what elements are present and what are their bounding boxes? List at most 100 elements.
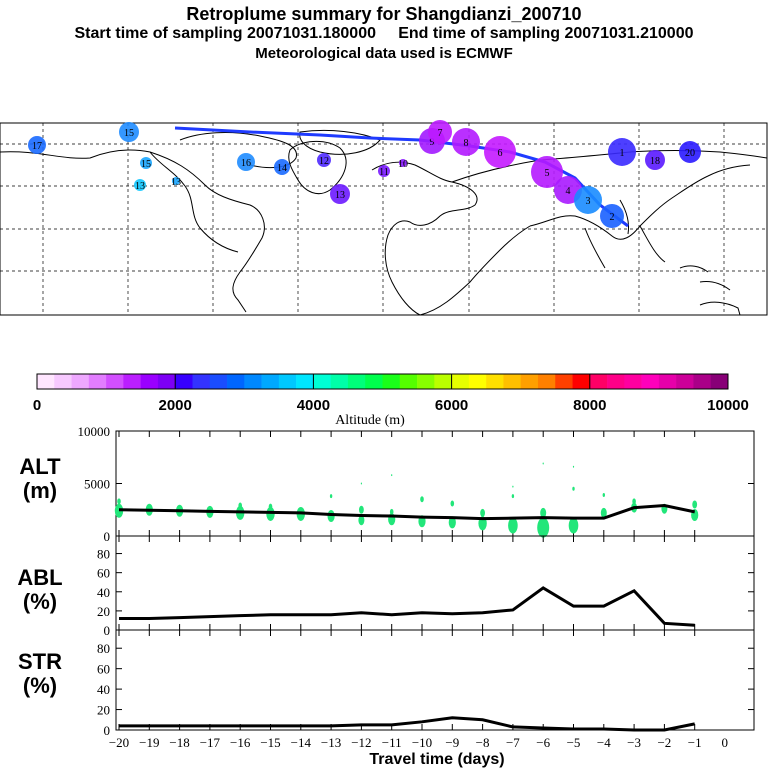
map-gridlines xyxy=(0,123,767,315)
colorbar-tick-label: 2000 xyxy=(159,397,192,414)
map-marker-label: 11 xyxy=(379,167,389,178)
x-tick-label: −11 xyxy=(382,735,402,750)
colorbar-swatch xyxy=(296,374,314,389)
x-tick-label: −8 xyxy=(476,735,490,750)
y-tick-label: 0 xyxy=(104,529,111,544)
met-data-label: Meteorological data used is ECMWF xyxy=(255,45,513,62)
colorbar-swatch xyxy=(537,374,556,389)
map-marker-label: 20 xyxy=(685,148,695,159)
map-marker: 16 xyxy=(237,153,255,171)
altitude-point xyxy=(572,465,575,468)
colorbar-swatch xyxy=(123,374,141,389)
series-line xyxy=(119,586,695,627)
map-marker-dot xyxy=(317,153,331,167)
altitude-point xyxy=(537,517,550,538)
map-marker: 13 xyxy=(330,184,350,204)
altitude-point xyxy=(450,500,455,507)
map-marker: 17 xyxy=(28,136,46,154)
colorbar-swatch xyxy=(710,374,729,389)
map-marker: 13 xyxy=(134,179,146,192)
alt-panel-label: ALT (m) xyxy=(0,455,80,503)
x-tick-label: −13 xyxy=(321,735,341,750)
altitude-colorbar: 0 2000 4000 6000 8000 10000 Altitude (m) xyxy=(33,373,749,428)
panel-frame xyxy=(115,629,755,731)
x-tick-label: −15 xyxy=(260,735,280,750)
map-marker-dot xyxy=(399,159,407,167)
colorbar-swatch xyxy=(106,374,124,389)
colorbar-swatch xyxy=(330,374,349,389)
y-tick-label: 0 xyxy=(104,623,111,638)
altitude-point xyxy=(508,517,518,534)
colorbar-swatch xyxy=(451,374,470,389)
x-axis-label: Travel time (days) xyxy=(369,751,504,768)
map-marker-label: 15 xyxy=(141,159,151,170)
map-marker-dot xyxy=(330,184,350,204)
map-marker: 18 xyxy=(645,150,665,170)
colorbar-tick-label: 10000 xyxy=(707,397,749,414)
colorbar-swatch xyxy=(37,374,55,389)
map-marker: 11 xyxy=(378,165,390,178)
altitude-point xyxy=(540,507,547,518)
colorbar-swatch xyxy=(209,374,228,389)
colorbar-swatch xyxy=(261,374,280,389)
map-marker-label: 3 xyxy=(586,196,591,207)
map-marker-label: 12 xyxy=(319,156,329,167)
colorbar-swatch xyxy=(399,374,418,389)
colorbar-swatch xyxy=(658,374,677,389)
map-marker: 6 xyxy=(484,136,516,168)
map-marker-dot xyxy=(608,138,636,166)
altitude-point xyxy=(512,485,514,488)
x-tick-label: −7 xyxy=(506,735,520,750)
x-tick-label: −18 xyxy=(169,735,189,750)
map-marker-dot xyxy=(574,186,602,214)
x-tick-label: −3 xyxy=(627,735,641,750)
map-marker-label: 13 xyxy=(171,177,181,188)
chart-title: Retroplume summary for Shangdianzi_20071… xyxy=(186,4,582,24)
altitude-point xyxy=(480,508,485,517)
y-tick-label: 5000 xyxy=(84,477,110,492)
map-marker-dot xyxy=(428,120,452,144)
colorbar-swatch xyxy=(676,374,694,389)
altitude-point xyxy=(391,474,393,477)
map-marker-label: 15 xyxy=(124,128,134,139)
series-line xyxy=(118,504,696,521)
altitude-point xyxy=(600,507,607,518)
map-marker-label: 4 xyxy=(566,186,571,197)
x-tick-label: −2 xyxy=(657,735,671,750)
str-label-top: STR xyxy=(18,649,62,674)
map-marker: 10 xyxy=(398,159,408,170)
map-marker: 14 xyxy=(274,159,290,175)
x-tick-label: −6 xyxy=(536,735,550,750)
colorbar-swatch xyxy=(157,374,176,389)
colorbar-swatch xyxy=(382,374,401,389)
map-marker: 8 xyxy=(452,128,480,156)
colorbar-swatch xyxy=(347,374,366,389)
altitude-point xyxy=(632,498,636,505)
map-marker-dot xyxy=(484,136,516,168)
altitude-point xyxy=(358,515,365,526)
str-label-unit: (%) xyxy=(22,673,58,698)
map-marker: 1 xyxy=(608,138,636,166)
altitude-point xyxy=(268,503,273,510)
colorbar-tick-label: 6000 xyxy=(435,397,468,414)
abl-panel-label: ABL (%) xyxy=(0,566,80,614)
x-tick-label: −10 xyxy=(412,735,432,750)
map-marker-label: 13 xyxy=(335,190,345,201)
str-panel-label: STR (%) xyxy=(0,650,80,698)
map-marker-dot xyxy=(274,159,290,175)
altitude-point xyxy=(542,462,544,465)
map-marker-label: 16 xyxy=(241,158,251,169)
series-line xyxy=(119,716,695,732)
map-markers: 17 15 15 13 13 16 14 12 13 11 10 9 8 7 6 5 4 3 2 1 20 18 xyxy=(28,120,701,228)
map-marker-label: 5 xyxy=(545,168,550,179)
x-tick-label: −1 xyxy=(688,735,702,750)
map-marker-dot xyxy=(645,150,665,170)
map-marker-label: 17 xyxy=(32,141,42,152)
x-tick-label: −19 xyxy=(139,735,159,750)
colorbar-swatch xyxy=(434,374,452,389)
colorbar-swatch xyxy=(693,374,712,389)
x-tick-label: 0 xyxy=(721,735,728,750)
colorbar-swatch xyxy=(227,374,245,389)
